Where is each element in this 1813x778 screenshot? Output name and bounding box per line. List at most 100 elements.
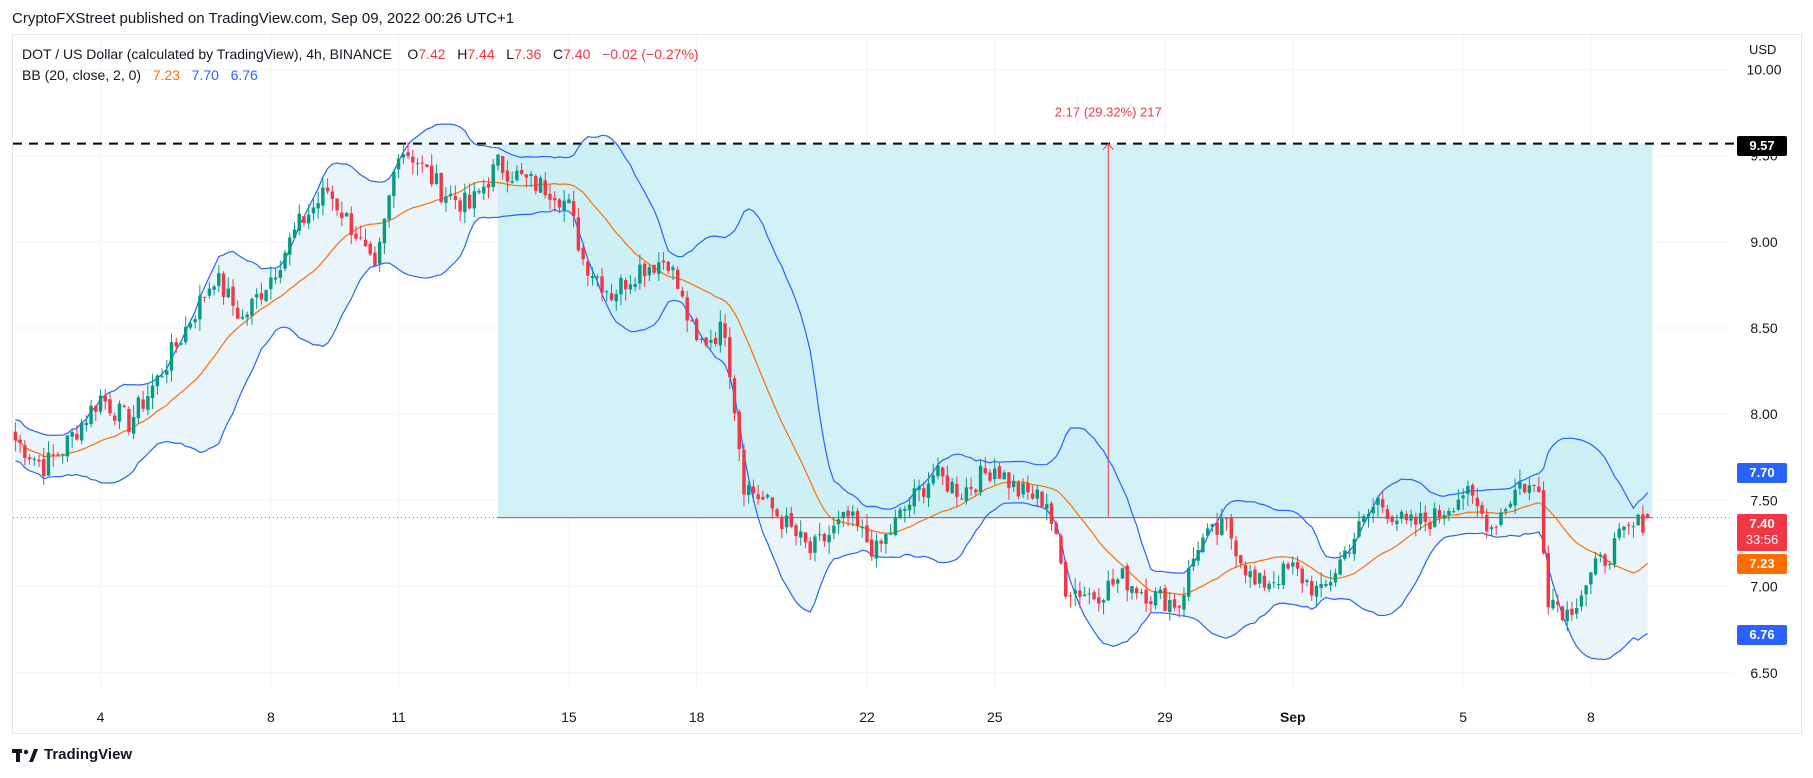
candle-body[interactable] bbox=[1026, 483, 1030, 493]
candle-body[interactable] bbox=[1002, 472, 1006, 480]
candle-body[interactable] bbox=[23, 445, 27, 458]
candle-body[interactable] bbox=[586, 261, 590, 276]
candle-body[interactable] bbox=[1111, 578, 1115, 585]
candle-body[interactable] bbox=[1182, 595, 1186, 610]
candle-body[interactable] bbox=[1532, 484, 1536, 486]
candle-body[interactable] bbox=[619, 277, 623, 295]
candle-body[interactable] bbox=[496, 154, 500, 166]
candle-body[interactable] bbox=[98, 395, 103, 412]
candle-body[interactable] bbox=[1248, 571, 1252, 578]
candle-body[interactable] bbox=[1021, 483, 1025, 495]
candle-body[interactable] bbox=[581, 247, 585, 260]
candle-body[interactable] bbox=[1494, 526, 1498, 528]
candle-body[interactable] bbox=[131, 416, 136, 434]
candle-body[interactable] bbox=[212, 286, 216, 290]
bb-upper-line[interactable] bbox=[15, 123, 1649, 574]
candle-body[interactable] bbox=[254, 294, 259, 298]
candle-body[interactable] bbox=[917, 486, 921, 491]
candle-body[interactable] bbox=[732, 378, 737, 414]
candle-body[interactable] bbox=[1234, 540, 1238, 557]
candle-body[interactable] bbox=[202, 296, 207, 298]
candle-body[interactable] bbox=[160, 376, 164, 378]
candle-body[interactable] bbox=[75, 433, 79, 440]
candle-body[interactable] bbox=[198, 295, 202, 320]
candle-body[interactable] bbox=[898, 509, 902, 519]
candle-body[interactable] bbox=[1324, 583, 1328, 587]
candle-body[interactable] bbox=[169, 342, 174, 371]
candle-body[interactable] bbox=[1380, 499, 1385, 508]
candle-body[interactable] bbox=[647, 267, 652, 276]
candle-body[interactable] bbox=[1603, 554, 1607, 566]
candle-body[interactable] bbox=[1475, 497, 1480, 507]
candle-body[interactable] bbox=[1352, 538, 1357, 554]
candle-body[interactable] bbox=[1593, 558, 1598, 575]
candle-body[interactable] bbox=[1466, 486, 1470, 494]
candle-body[interactable] bbox=[51, 454, 55, 456]
candle-body[interactable] bbox=[1518, 481, 1522, 489]
candle-body[interactable] bbox=[27, 457, 32, 460]
candle-body[interactable] bbox=[60, 453, 65, 455]
candle-body[interactable] bbox=[297, 213, 301, 231]
candle-body[interactable] bbox=[1116, 579, 1120, 584]
candle-body[interactable] bbox=[1404, 513, 1409, 521]
candle-body[interactable] bbox=[1319, 584, 1323, 588]
candle-body[interactable] bbox=[1442, 515, 1446, 519]
candle-body[interactable] bbox=[1210, 524, 1215, 527]
candle-body[interactable] bbox=[207, 288, 212, 296]
tradingview-footer[interactable]: TradingView bbox=[12, 746, 132, 763]
candle-body[interactable] bbox=[259, 293, 264, 300]
candle-body[interactable] bbox=[761, 496, 765, 500]
candle-body[interactable] bbox=[860, 526, 864, 529]
candle-body[interactable] bbox=[482, 186, 486, 194]
candle-body[interactable] bbox=[623, 280, 628, 290]
candle-body[interactable] bbox=[1627, 524, 1631, 526]
candle-body[interactable] bbox=[1357, 521, 1361, 537]
candle-body[interactable] bbox=[1163, 588, 1167, 611]
candle-body[interactable] bbox=[1437, 509, 1442, 518]
candle-body[interactable] bbox=[874, 540, 879, 559]
candle-body[interactable] bbox=[236, 307, 240, 319]
candle-body[interactable] bbox=[1485, 514, 1489, 532]
candle-body[interactable] bbox=[770, 497, 775, 509]
candle-body[interactable] bbox=[84, 422, 89, 426]
candle-body[interactable] bbox=[685, 297, 689, 321]
candle-body[interactable] bbox=[1068, 595, 1073, 597]
bb-middle-line[interactable] bbox=[15, 180, 1649, 596]
candle-body[interactable] bbox=[349, 213, 353, 235]
candle-body[interactable] bbox=[595, 276, 600, 278]
candle-body[interactable] bbox=[567, 199, 571, 204]
candle-body[interactable] bbox=[1045, 504, 1049, 509]
candle-body[interactable] bbox=[500, 156, 505, 173]
currency-label[interactable]: USD bbox=[1749, 42, 1777, 57]
candle-body[interactable] bbox=[1522, 483, 1527, 493]
candle-body[interactable] bbox=[756, 494, 760, 500]
candle-body[interactable] bbox=[940, 467, 945, 477]
candle-body[interactable] bbox=[1092, 592, 1096, 600]
candle-body[interactable] bbox=[1106, 580, 1110, 601]
candle-body[interactable] bbox=[1366, 514, 1371, 517]
candle-body[interactable] bbox=[1291, 562, 1295, 567]
candle-body[interactable] bbox=[737, 411, 741, 450]
candle-body[interactable] bbox=[117, 403, 122, 422]
candle-body[interactable] bbox=[784, 515, 789, 528]
candle-body[interactable] bbox=[1097, 597, 1101, 604]
candle-body[interactable] bbox=[846, 510, 850, 517]
candle-body[interactable] bbox=[1338, 559, 1342, 575]
candle-body[interactable] bbox=[302, 216, 306, 224]
candle-body[interactable] bbox=[922, 488, 926, 497]
candle-body[interactable] bbox=[974, 489, 978, 493]
candle-body[interactable] bbox=[396, 158, 401, 170]
candle-body[interactable] bbox=[950, 481, 954, 494]
candle-body[interactable] bbox=[676, 269, 680, 289]
candle-body[interactable] bbox=[1343, 550, 1347, 559]
candle-body[interactable] bbox=[250, 298, 254, 317]
candle-body[interactable] bbox=[543, 180, 547, 196]
candle-body[interactable] bbox=[321, 187, 325, 206]
candle-body[interactable] bbox=[1205, 528, 1210, 536]
candle-body[interactable] bbox=[799, 531, 803, 538]
candle-body[interactable] bbox=[1362, 516, 1366, 522]
candle-body[interactable] bbox=[174, 342, 178, 347]
candle-body[interactable] bbox=[510, 181, 514, 183]
candle-body[interactable] bbox=[1191, 558, 1196, 567]
candle-body[interactable] bbox=[505, 170, 510, 182]
